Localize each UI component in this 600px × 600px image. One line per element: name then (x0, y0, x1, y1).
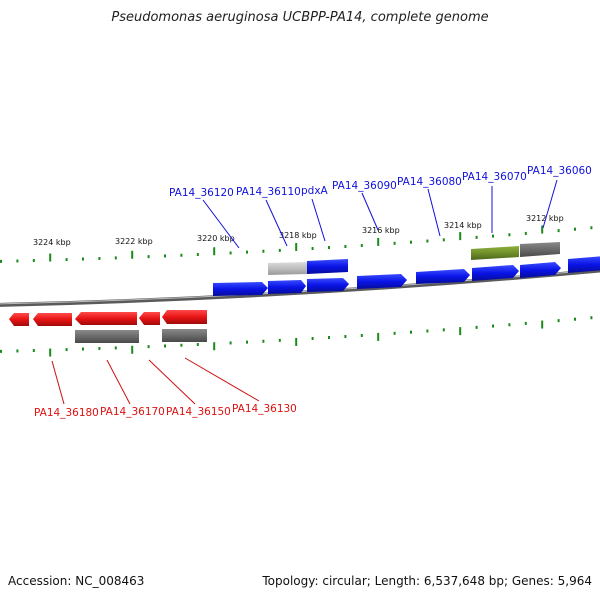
scale-label-3218: 3218 kbp (279, 231, 317, 240)
scale-label-3216: 3216 kbp (362, 226, 400, 235)
scale-label-3220: 3220 kbp (197, 234, 235, 243)
gene-label-PA14_36130[interactable]: PA14_36130 (232, 403, 297, 415)
reverse-gene-arrow[interactable] (33, 313, 72, 326)
gene-label-PA14_36150[interactable]: PA14_36150 (166, 406, 231, 418)
scale-label-3224: 3224 kbp (33, 238, 71, 247)
reverse-gene-arrow[interactable] (75, 312, 137, 325)
forward-gene-arrow[interactable] (213, 282, 268, 296)
reverse-leader-lines (51, 357, 260, 405)
gene-label-PA14_36060[interactable]: PA14_36060 (527, 165, 592, 177)
forward-genes (213, 256, 600, 296)
gene-label-PA14_36170[interactable]: PA14_36170 (100, 406, 165, 418)
gene-label-PA14_36120[interactable]: PA14_36120 (169, 187, 234, 199)
reverse-gene-arrow[interactable] (162, 310, 207, 324)
forward-gene-arrow[interactable] (472, 265, 519, 281)
reverse-gene-arrow[interactable] (139, 312, 160, 325)
forward-cds-features (268, 242, 560, 275)
forward-gene-arrow[interactable] (268, 280, 306, 294)
cds-feature-dark (162, 329, 207, 342)
forward-gene-arrow[interactable] (568, 256, 600, 273)
forward-gene-arrow[interactable] (307, 278, 349, 292)
scale-label-3214: 3214 kbp (444, 221, 482, 230)
cds-feature-light (268, 262, 307, 275)
reverse-genes (9, 310, 207, 326)
gene-label-PA14_36070[interactable]: PA14_36070 (462, 171, 527, 183)
gene-label-PA14_36110[interactable]: PA14_36110 (236, 186, 301, 198)
outer-scale-ticks (0, 225, 593, 263)
reverse-gene-arrow[interactable] (9, 313, 29, 326)
forward-leader-lines (202, 179, 558, 249)
reverse-cds-features (75, 329, 207, 343)
cds-feature-dark (75, 330, 139, 343)
genome-title: Pseudomonas aeruginosa UCBPP-PA14, compl… (111, 10, 489, 25)
forward-gene-arrow[interactable] (520, 262, 561, 278)
scale-label-3212: 3212 kbp (526, 214, 564, 223)
cds-feature-dark (520, 242, 560, 257)
inner-scale-ticks (0, 316, 593, 357)
forward-gene-pdxA[interactable] (307, 259, 348, 274)
gene-label-pdxA[interactable]: pdxA (301, 185, 329, 197)
gene-label-PA14_36180[interactable]: PA14_36180 (34, 407, 99, 419)
forward-gene-arrow[interactable] (357, 274, 407, 289)
accession-text: Accession: NC_008463 (8, 574, 145, 588)
cds-feature-green (471, 246, 519, 260)
forward-gene-arrow[interactable] (416, 269, 470, 284)
gene-label-PA14_36080[interactable]: PA14_36080 (397, 176, 462, 188)
scale-label-3222: 3222 kbp (115, 237, 153, 246)
genome-summary-text: Topology: circular; Length: 6,537,648 bp… (262, 574, 592, 588)
gene-label-PA14_36090[interactable]: PA14_36090 (332, 180, 397, 192)
